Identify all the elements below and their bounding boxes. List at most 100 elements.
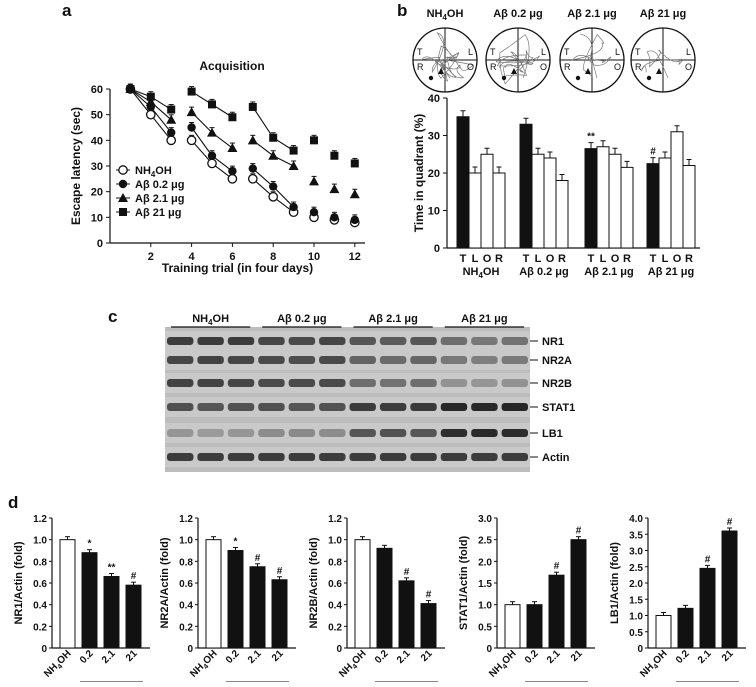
- d-bar: [655, 615, 672, 649]
- d-y-tick-label: 0: [486, 644, 492, 655]
- panel-d-letter: d: [8, 493, 18, 512]
- blot-band: [227, 429, 255, 437]
- b-bar: [596, 146, 610, 249]
- maze-start-marker: [511, 68, 517, 74]
- d-category-label: 21: [270, 648, 286, 664]
- d-bar: [59, 539, 76, 649]
- b-bar: [543, 157, 557, 249]
- b-quadrant-label: R: [685, 253, 693, 265]
- b-bar: [670, 131, 684, 249]
- a-marker-triangle: [349, 189, 360, 199]
- b-quadrant-label: T: [460, 253, 467, 265]
- a-marker-open-circle: [145, 109, 156, 120]
- blot-row-actin: Actin: [165, 447, 570, 467]
- d-significance-annotation: *: [234, 537, 238, 548]
- d-y-tick-label: 1.0: [478, 601, 492, 612]
- d-bar: [504, 604, 521, 649]
- a-marker-triangle: [145, 96, 156, 106]
- d-y-tick-label: 1.2: [328, 514, 342, 525]
- panel-d-densitometry-charts: 0 0.2 0.4 0.6 0.8 1.0 1.2 NR1/Actin (fold) NH4OH…: [13, 514, 746, 687]
- b-group-label: Aβ 0.2 μg: [519, 266, 569, 278]
- b-quadrant-label: O: [546, 253, 555, 265]
- blot-band: [440, 453, 468, 461]
- d-significance-annotation: #: [255, 553, 261, 564]
- d-chart-2: 0 0.2 0.4 0.6 0.8 1.0 1.2 NR2B/Actin (fold) NH4O…: [308, 514, 445, 687]
- a-x-tick-label: 8: [270, 251, 276, 263]
- d-chart-1: 0 0.2 0.4 0.6 0.8 1.0 1.2 NR2A/Actin (fold) NH4O…: [159, 514, 296, 687]
- a-y-tick-label: 50: [91, 110, 103, 122]
- b-bar: [620, 166, 634, 249]
- blot-band: [227, 453, 255, 461]
- a-marker-square: [187, 87, 196, 96]
- blot-band: [167, 403, 194, 411]
- a-x-tick-label: 12: [349, 251, 361, 263]
- a-x-axis-label: Training trial (in four days): [162, 261, 313, 275]
- b-y-axis-label: Time in quadrant (%): [412, 114, 426, 232]
- blot-band: [471, 356, 498, 364]
- blot-band: [440, 337, 468, 345]
- maze-quadrant-o: O: [614, 62, 621, 72]
- blot-band: [288, 429, 316, 437]
- b-group-2: T L O R ** Aβ 2.1 μg: [584, 132, 634, 278]
- d-y-tick-label: 0.8: [179, 557, 193, 568]
- d-y-tick-label: 2.5: [478, 536, 492, 547]
- blot-band: [471, 379, 498, 387]
- a-marker-square: [228, 113, 237, 122]
- d-bar: [81, 552, 98, 649]
- maze-quadrant-t: T: [635, 47, 641, 57]
- d-significance-annotation: *: [88, 539, 92, 550]
- d-y-axis-label: STAT1/Actin (fold): [458, 536, 470, 631]
- d-y-tick-label: 0: [187, 644, 193, 655]
- blot-band: [319, 453, 346, 461]
- d-y-axis-label: LB1/Actin (fold): [609, 542, 621, 624]
- a-marker-filled-circle: [248, 164, 257, 173]
- blot-row-label: STAT1: [542, 402, 575, 414]
- a-x-tick-label: 10: [308, 251, 320, 263]
- a-marker-filled-circle: [187, 123, 196, 132]
- blot-band: [501, 453, 528, 461]
- b-quadrant-label: T: [650, 253, 657, 265]
- blot-group-label: Aβ 0.2 μg: [277, 313, 327, 325]
- a-marker-square: [289, 146, 298, 155]
- maze-platform-marker: [646, 75, 652, 81]
- maze-title: Aβ 2.1 μg: [567, 8, 617, 20]
- blot-band: [258, 453, 285, 461]
- maze-platform-marker: [428, 75, 434, 81]
- a-marker-triangle: [288, 161, 299, 170]
- a-legend-label: Aβ 0.2 μg: [135, 179, 185, 191]
- blot-band: [319, 403, 346, 411]
- blot-band: [288, 379, 316, 387]
- a-marker-triangle: [329, 184, 340, 194]
- b-group-label: Aβ 2.1 μg: [584, 266, 634, 278]
- a-marker-square: [330, 151, 339, 160]
- d-y-tick-label: 1.2: [179, 514, 193, 525]
- d-y-tick-label: 0.2: [179, 622, 193, 633]
- blot-band: [227, 356, 255, 364]
- blot-band: [167, 453, 194, 461]
- blot-band: [197, 403, 224, 411]
- d-bar: [103, 576, 120, 649]
- d-significance-annotation: #: [131, 571, 137, 582]
- maze-swim-path: [495, 34, 541, 85]
- blot-band: [197, 379, 224, 387]
- blot-band: [379, 429, 407, 437]
- a-marker-triangle: [207, 127, 217, 137]
- panel-c-western-blot: NH4OH Aβ 0.2 μg Aβ 2.1 μg Aβ 21 μg NR1 NR2A NR…: [165, 313, 575, 472]
- d-y-tick-label: 2.5: [629, 563, 643, 574]
- d-y-tick-label: 0: [41, 644, 47, 655]
- d-category-label: 0.2: [674, 648, 692, 666]
- d-significance-annotation: #: [277, 566, 283, 577]
- b-quadrant-label: R: [558, 253, 566, 265]
- d-y-tick-label: 0.6: [179, 579, 193, 590]
- maze-start-marker: [585, 68, 591, 74]
- b-significance-annotation: #: [650, 147, 656, 158]
- d-category-label: 2.1: [246, 648, 264, 666]
- d-y-tick-label: 1.0: [629, 612, 643, 623]
- d-y-tick-label: 0.4: [33, 601, 47, 612]
- b-bar: [492, 172, 506, 249]
- a-marker-square: [269, 133, 278, 142]
- blot-band: [471, 429, 498, 437]
- a-marker-open-circle: [268, 191, 279, 202]
- d-bar: [227, 550, 244, 649]
